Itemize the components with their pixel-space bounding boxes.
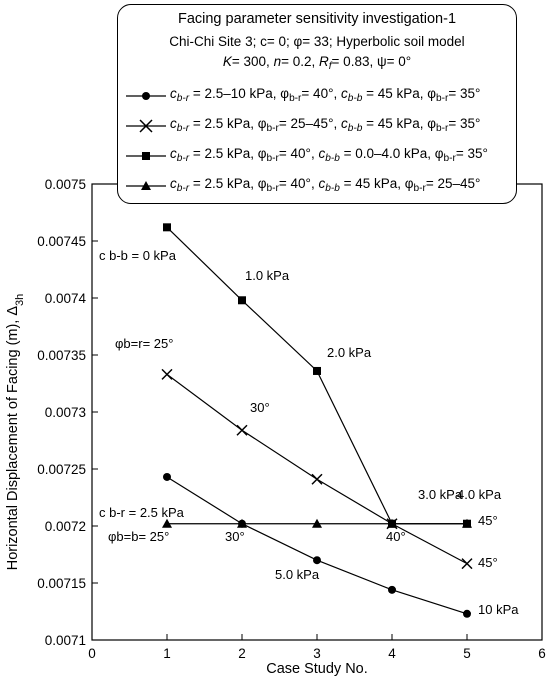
- annotation-cbb-2: 2.0 kPa: [327, 345, 372, 360]
- annotation-phibr-45: 45°: [478, 555, 498, 570]
- legend-marker-triangle: [126, 181, 166, 190]
- legend-marker-x: [126, 119, 166, 133]
- legend-marker-circle: [126, 92, 166, 100]
- x-tick-label: 0: [88, 646, 96, 661]
- legend-label-square: cb-r = 2.5 kPa, φb-r= 40°, cb-b = 0.0–4.…: [170, 146, 488, 164]
- data-point-triangle: [462, 518, 472, 528]
- data-point-x: [311, 473, 323, 485]
- data-point-triangle: [237, 518, 247, 528]
- y-tick-label: 0.00745: [37, 234, 86, 249]
- legend-marker-square: [126, 152, 166, 160]
- data-point-x: [461, 558, 473, 570]
- chart-title: Facing parameter sensitivity investigati…: [177, 11, 457, 27]
- annotation-phibb-25: φb=b= 25°: [108, 529, 169, 544]
- data-point-square: [238, 296, 246, 305]
- data-point-triangle: [387, 518, 397, 528]
- legend-label-circle: cb-r = 2.5–10 kPa, φb-r= 40°, cb-b = 45 …: [170, 86, 481, 104]
- x-axis-label: Case Study No.: [266, 661, 368, 677]
- x-tick-label: 5: [463, 646, 471, 661]
- annotation-cbb-4: 4.0 kPa: [457, 487, 502, 502]
- y-tick-label: 0.0074: [45, 291, 87, 306]
- chart-subtitle-2: K= 300, n= 0.2, Rf= 0.83, ψ= 0°: [222, 54, 412, 72]
- annotation-phibr-25: φb=r= 25°: [115, 336, 173, 351]
- x-tick-label: 1: [163, 646, 171, 661]
- annotation-phibb-30: 30°: [225, 529, 245, 544]
- y-tick-label: 0.0071: [45, 633, 86, 648]
- annotation-cbr-2-5: c b-r = 2.5 kPa: [99, 505, 185, 520]
- y-tick-label: 0.00715: [37, 576, 86, 591]
- annotation-cbb-3: 3.0 kPa: [418, 487, 463, 502]
- legend-label-x: cb-r = 2.5 kPa, φb-r= 25–45°, cb-b = 45 …: [170, 116, 481, 134]
- data-point-square: [313, 366, 321, 375]
- y-axis-label: Horizontal Displacement of Facing (m), Δ…: [5, 294, 26, 571]
- data-point-circle: [163, 472, 171, 481]
- annotation-phibr-30: 30°: [250, 400, 270, 415]
- chart-subtitle-1: Chi-Chi Site 3; c= 0; φ= 33; Hyperbolic …: [169, 34, 465, 49]
- annotation-cbb-1: 1.0 kPa: [245, 268, 290, 283]
- x-tick-label: 4: [388, 646, 396, 661]
- y-tick-label: 0.00735: [37, 348, 86, 363]
- y-tick-label: 0.0072: [45, 519, 86, 534]
- y-axis-label-subscript: 3h: [14, 294, 26, 306]
- legend-label-triangle: cb-r = 2.5 kPa, φb-r= 40°, cb-b = 45 kPa…: [170, 176, 481, 194]
- annotation-cbr-10: 10 kPa: [478, 602, 519, 617]
- annotation-cbr-5: 5.0 kPa: [275, 567, 320, 582]
- data-point-x: [161, 368, 173, 380]
- data-point-circle: [313, 556, 321, 565]
- data-point-square: [163, 223, 171, 232]
- series-line-x: [166, 373, 468, 565]
- annotation-phibr-40: 40°: [386, 529, 406, 544]
- y-tick-label: 0.0073: [45, 405, 86, 420]
- y-tick-label: 0.00725: [37, 462, 86, 477]
- data-point-triangle: [312, 518, 322, 528]
- legend-box: Facing parameter sensitivity investigati…: [117, 4, 517, 204]
- x-tick-label: 2: [238, 646, 246, 661]
- data-point-circle: [388, 585, 396, 594]
- data-point-x: [236, 424, 248, 436]
- annotation-phibb-45: 45°: [478, 513, 498, 528]
- data-point-circle: [463, 609, 471, 618]
- y-tick-label: 0.0075: [45, 177, 86, 192]
- annotation-cbb-0: c b-b = 0 kPa: [99, 248, 177, 263]
- x-tick-label: 3: [313, 646, 321, 661]
- x-tick-label: 6: [538, 646, 546, 661]
- data-point-triangle: [162, 518, 172, 528]
